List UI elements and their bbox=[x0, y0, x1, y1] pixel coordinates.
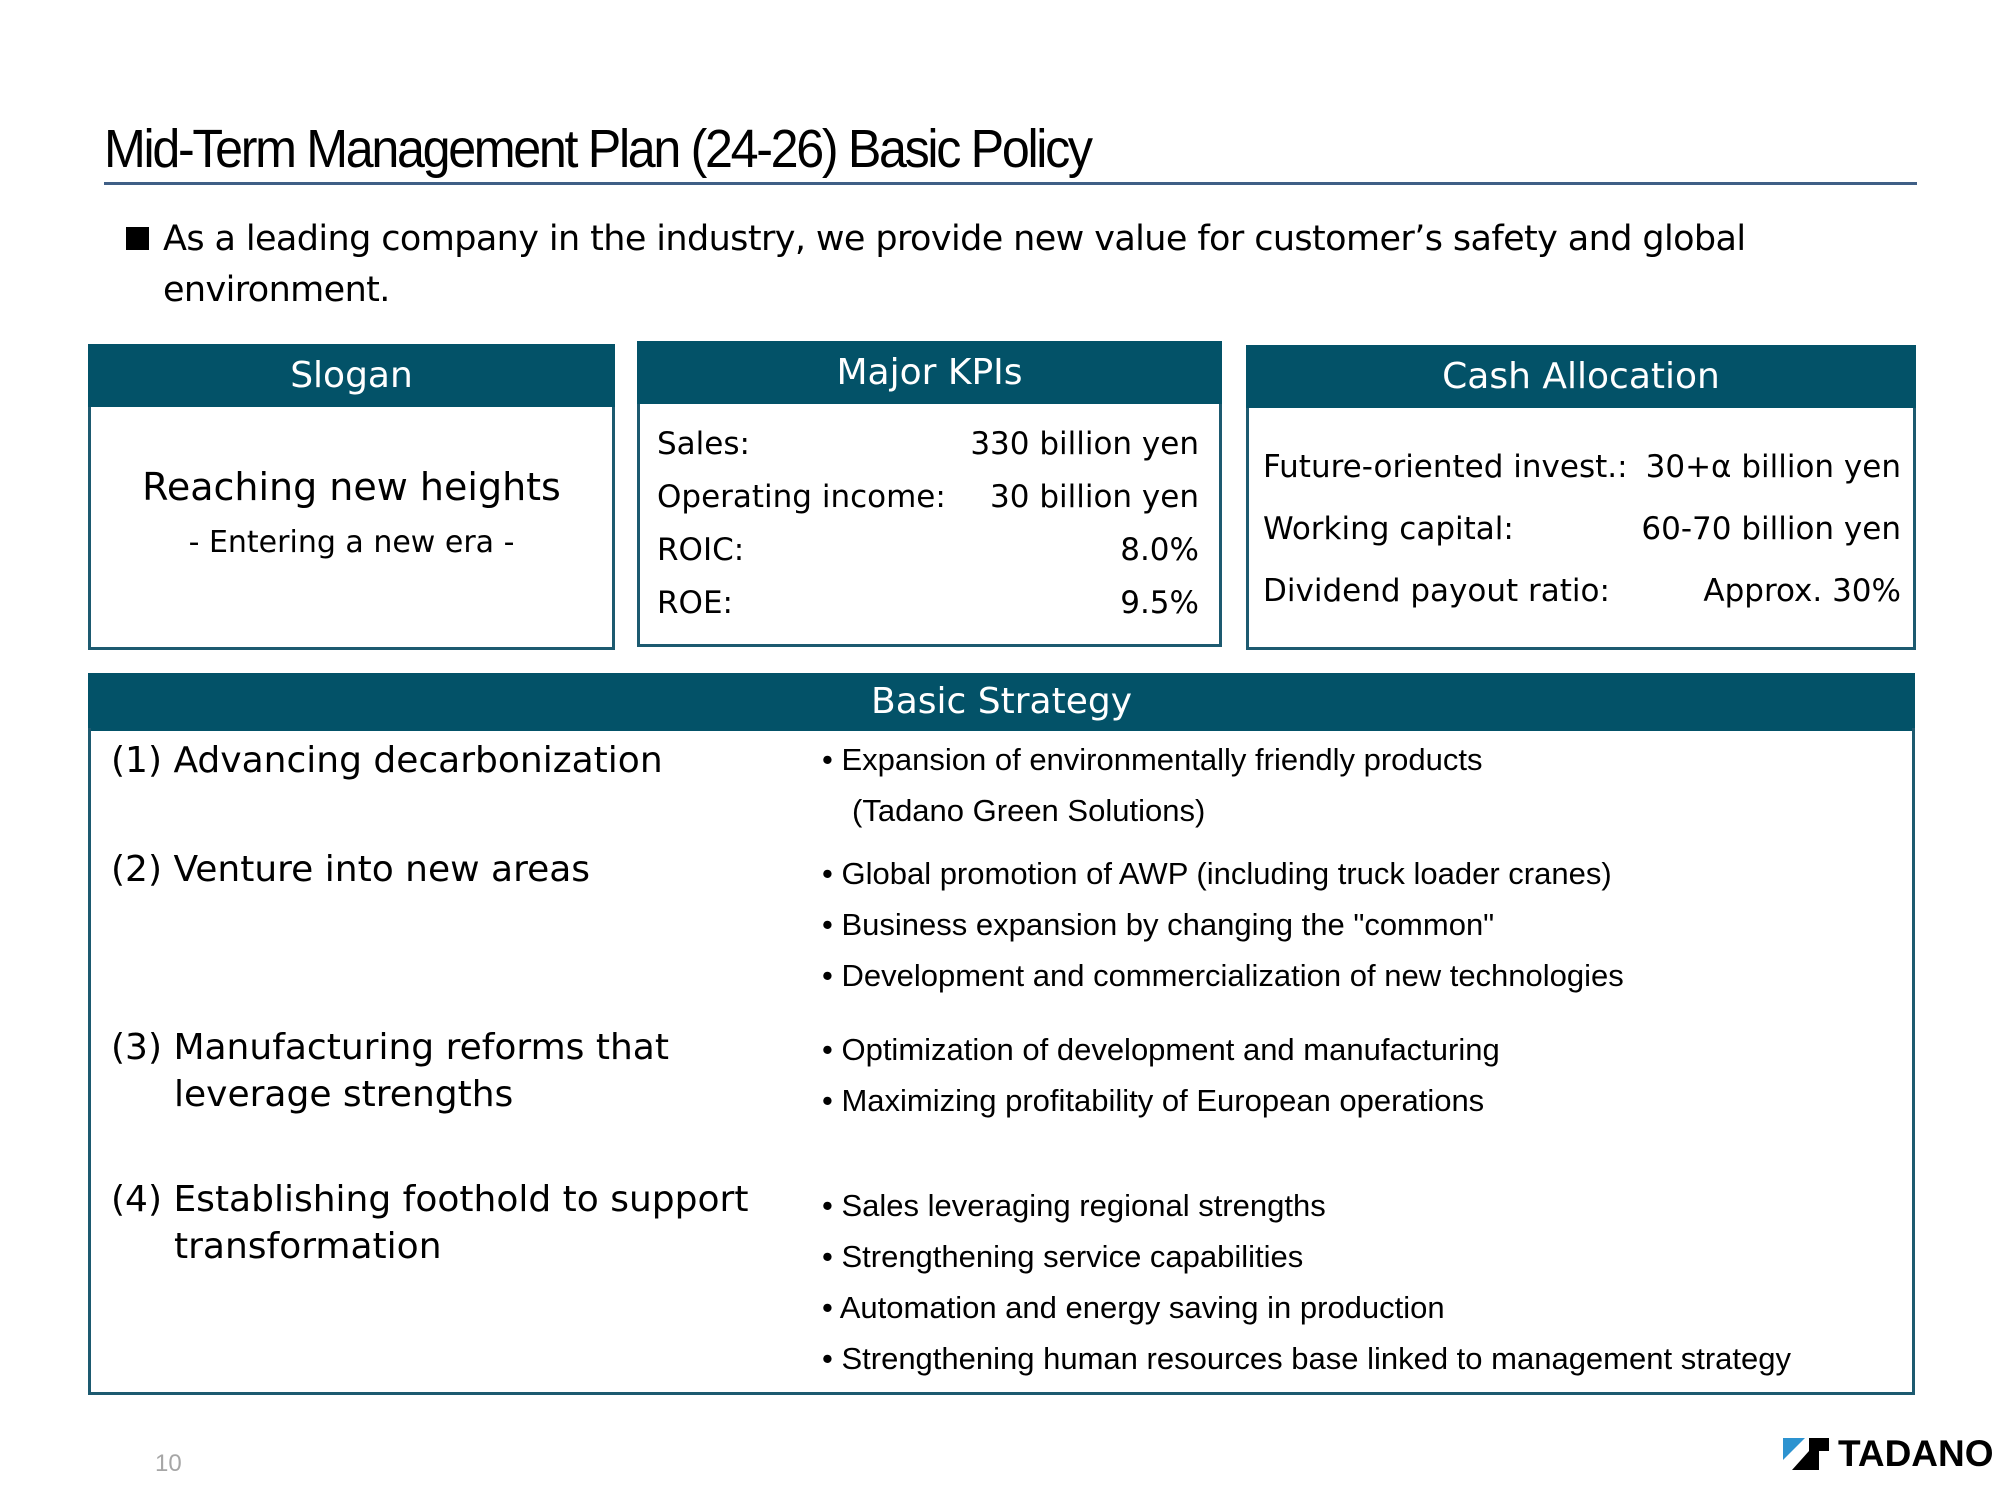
kpi-row-roe: ROE: 9.5% bbox=[657, 577, 1199, 630]
cash-value: 30+α billion yen bbox=[1645, 449, 1901, 485]
slogan-sub-text: - Entering a new era - bbox=[188, 525, 515, 560]
kpi-value: 9.5% bbox=[1120, 585, 1199, 621]
strategy-title-4: (4) Establishing foothold to support tra… bbox=[111, 1176, 748, 1270]
kpi-row-operating-income: Operating income: 30 billion yen bbox=[657, 471, 1199, 524]
strategy-bullet: • Development and commercialization of n… bbox=[822, 958, 1624, 993]
strategy-bullets-4: • Sales leveraging regional strengths • … bbox=[822, 1180, 1791, 1384]
kpi-label: Operating income: bbox=[657, 479, 946, 515]
basic-strategy-header: Basic Strategy bbox=[88, 673, 1915, 731]
strategy-title-2: (2) Venture into new areas bbox=[111, 846, 590, 893]
strategy-title-line: (3) Manufacturing reforms that bbox=[111, 1027, 669, 1068]
square-bullet-icon bbox=[126, 227, 149, 250]
logo-wordmark: TADANO bbox=[1838, 1433, 1994, 1474]
strategy-bullet: • Strengthening human resources base lin… bbox=[822, 1341, 1791, 1376]
kpi-label: ROE: bbox=[657, 585, 733, 621]
strategy-bullet: • Automation and energy saving in produc… bbox=[822, 1290, 1445, 1325]
cash-allocation-panel: Cash Allocation Future-oriented invest.:… bbox=[1246, 345, 1916, 650]
cash-header: Cash Allocation bbox=[1246, 345, 1916, 408]
title-underline bbox=[104, 182, 1917, 185]
strategy-bullet: • Sales leveraging regional strengths bbox=[822, 1188, 1326, 1223]
slogan-main-text: Reaching new heights bbox=[142, 465, 561, 509]
strategy-bullet-continuation: (Tadano Green Solutions) bbox=[852, 793, 1206, 828]
strategy-title-line: (4) Establishing foothold to support bbox=[111, 1179, 749, 1220]
strategy-bullet: • Maximizing profitability of European o… bbox=[822, 1083, 1485, 1118]
strategy-title-line: transformation bbox=[174, 1226, 442, 1267]
basic-strategy-panel bbox=[88, 728, 1915, 1395]
cash-value: 60-70 billion yen bbox=[1641, 511, 1901, 547]
cash-value: Approx. 30% bbox=[1703, 573, 1901, 609]
kpi-value: 30 billion yen bbox=[990, 479, 1199, 515]
strategy-bullet: • Optimization of development and manufa… bbox=[822, 1032, 1500, 1067]
kpi-row-roic: ROIC: 8.0% bbox=[657, 524, 1199, 577]
kpi-value: 8.0% bbox=[1120, 532, 1199, 568]
strategy-bullet: • Global promotion of AWP (including tru… bbox=[822, 856, 1612, 891]
strategy-bullet: • Strengthening service capabilities bbox=[822, 1239, 1304, 1274]
kpi-value: 330 billion yen bbox=[970, 426, 1199, 462]
kpis-header: Major KPIs bbox=[637, 341, 1222, 404]
intro-statement: As a leading company in the industry, we… bbox=[163, 219, 1746, 310]
strategy-title-3: (3) Manufacturing reforms that leverage … bbox=[111, 1024, 669, 1118]
tadano-logo: TADANO bbox=[1783, 1433, 1994, 1474]
strategy-bullets-3: • Optimization of development and manufa… bbox=[822, 1024, 1500, 1126]
strategy-bullet: • Business expansion by changing the "co… bbox=[822, 907, 1495, 942]
major-kpis-panel: Major KPIs Sales: 330 billion yen Operat… bbox=[637, 341, 1222, 647]
strategy-title-1: (1) Advancing decarbonization bbox=[111, 737, 663, 784]
strategy-title-line: (2) Venture into new areas bbox=[111, 849, 591, 890]
strategy-title-line: leverage strengths bbox=[174, 1074, 514, 1115]
cash-row-working-capital: Working capital: 60-70 billion yen bbox=[1263, 498, 1901, 560]
kpi-row-sales: Sales: 330 billion yen bbox=[657, 418, 1199, 471]
cash-label: Future-oriented invest.: bbox=[1263, 449, 1628, 485]
tadano-logo-mark-icon bbox=[1783, 1438, 1829, 1470]
strategy-bullets-2: • Global promotion of AWP (including tru… bbox=[822, 848, 1624, 1001]
slide-title: Mid-Term Management Plan (24-26) Basic P… bbox=[104, 119, 1093, 179]
cash-row-future-invest: Future-oriented invest.: 30+α billion ye… bbox=[1263, 436, 1901, 498]
cash-row-dividend: Dividend payout ratio: Approx. 30% bbox=[1263, 560, 1901, 622]
strategy-title-line: (1) Advancing decarbonization bbox=[111, 740, 663, 781]
kpi-label: ROIC: bbox=[657, 532, 745, 568]
slogan-panel: Slogan Reaching new heights - Entering a… bbox=[88, 344, 615, 650]
cash-label: Working capital: bbox=[1263, 511, 1514, 547]
slogan-header: Slogan bbox=[88, 344, 615, 407]
strategy-bullet: • Expansion of environmentally friendly … bbox=[822, 742, 1483, 777]
cash-label: Dividend payout ratio: bbox=[1263, 573, 1610, 609]
strategy-bullets-1: • Expansion of environmentally friendly … bbox=[822, 734, 1482, 836]
kpi-label: Sales: bbox=[657, 426, 750, 462]
page-number: 10 bbox=[155, 1450, 182, 1477]
